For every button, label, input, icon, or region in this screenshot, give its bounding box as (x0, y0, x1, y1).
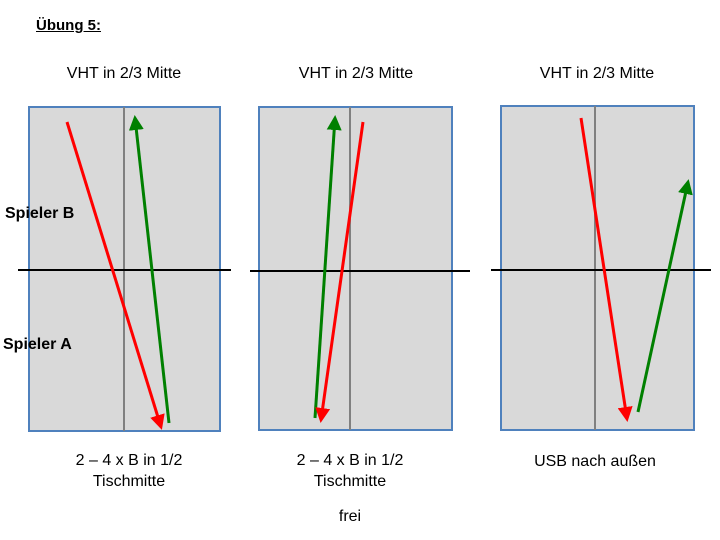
table-surface-2 (258, 106, 453, 431)
red-arrow-1 (65, 121, 165, 430)
table-surface-3 (500, 105, 695, 431)
green-arrow-2 (313, 115, 342, 419)
panel-1-caption-line1: 2 – 4 x B in 1/2 (75, 452, 183, 469)
table-panel-1 (18, 106, 231, 432)
panel-1-caption-line2: Tischmitte (92, 473, 166, 490)
panel-2-caption-line1: 2 – 4 x B in 1/2 (296, 452, 404, 469)
player-b-label: Spieler B (5, 205, 75, 222)
red-arrow-3 (579, 117, 633, 422)
panel-3-caption-line1: USB nach außen (534, 453, 656, 470)
panel-2-caption-line2: Tischmitte (313, 473, 387, 490)
red-arrow-2 (315, 121, 365, 423)
green-arrow-1 (128, 115, 171, 424)
player-a-label: Spieler A (3, 336, 72, 353)
panel-2-caption: 2 – 4 x B in 1/2 Tischmitte (250, 450, 450, 492)
exercise-title: Übung 5: (36, 17, 101, 34)
panel-1-heading: VHT in 2/3 Mitte (66, 65, 182, 82)
table-panel-2 (250, 106, 470, 431)
panel-3-heading: VHT in 2/3 Mitte (539, 65, 655, 82)
panel-2-heading: VHT in 2/3 Mitte (298, 65, 414, 82)
footer-note: frei (338, 508, 362, 525)
table-panel-3 (491, 105, 711, 431)
green-arrow-3 (636, 179, 693, 413)
panel-3-caption: USB nach außen (495, 451, 695, 472)
panel-1-caption: 2 – 4 x B in 1/2 Tischmitte (29, 450, 229, 492)
